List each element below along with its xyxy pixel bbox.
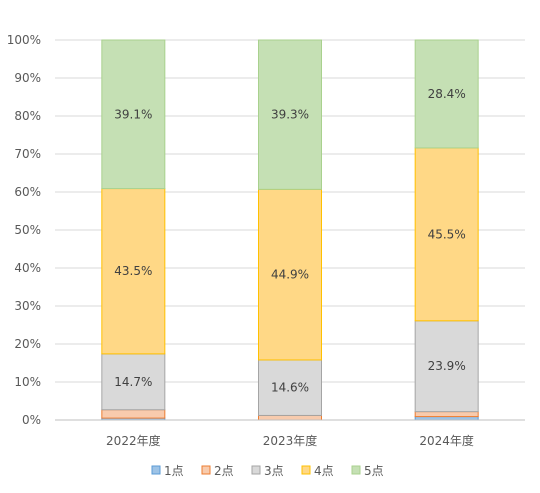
y-tick-label: 70% [14, 147, 41, 161]
y-tick-label: 10% [14, 375, 41, 389]
y-tick-label: 60% [14, 185, 41, 199]
bar-segment [414, 320, 479, 413]
data-label: 44.9% [271, 268, 309, 282]
data-label: 23.9% [428, 359, 466, 373]
data-label: 45.5% [428, 227, 466, 241]
bar-segment [414, 39, 479, 149]
data-label: 14.6% [271, 381, 309, 395]
y-axis-ticks: 0% 10% 20% 30% 40% 50% 60% 70% 80% 90% 100% [7, 33, 41, 427]
bar-segment [258, 359, 322, 416]
bar-segment [101, 353, 166, 411]
legend-swatch [351, 465, 361, 475]
y-tick-label: 100% [7, 33, 41, 47]
bar-segment [101, 39, 166, 190]
bar-segment [101, 409, 166, 419]
x-tick-label: 2023年度 [263, 433, 318, 448]
data-label: 14.7% [114, 375, 152, 389]
legend: 1点 2点 3点 4点 5点 [151, 464, 384, 478]
bar-segment [101, 188, 166, 355]
bar-segment [258, 39, 322, 190]
legend-label: 2点 [214, 464, 234, 478]
y-tick-label: 0% [22, 413, 41, 427]
legend-label: 5点 [364, 464, 384, 478]
y-tick-label: 80% [14, 109, 41, 123]
y-tick-label: 40% [14, 261, 41, 275]
legend-swatch [201, 465, 211, 475]
data-label: 39.3% [271, 108, 309, 122]
y-tick-label: 50% [14, 223, 41, 237]
x-tick-label: 2024年度 [419, 433, 474, 448]
bar-segment [414, 411, 479, 418]
legend-label: 1点 [164, 464, 184, 478]
y-tick-label: 20% [14, 337, 41, 351]
data-label: 43.5% [114, 264, 152, 278]
x-axis: 2022年度 2023年度 2024年度 [55, 419, 525, 448]
data-label: 39.1% [114, 107, 152, 121]
y-tick-label: 30% [14, 299, 41, 313]
bar-segment [414, 147, 479, 322]
bars: 14.7% 43.5% 39.1% 14.6% 44.9% 39.3% 23.9% 45.5%… [101, 39, 479, 421]
legend-swatch [301, 465, 311, 475]
data-label: 28.4% [428, 87, 466, 101]
bar-segment [414, 416, 479, 421]
legend-label: 4点 [314, 464, 334, 478]
x-tick-label: 2022年度 [106, 433, 161, 448]
legend-swatch [251, 465, 261, 475]
y-tick-label: 90% [14, 71, 41, 85]
bar-segment [258, 188, 322, 361]
legend-swatch [151, 465, 161, 475]
bar-segment [258, 414, 322, 421]
legend-label: 3点 [264, 464, 284, 478]
